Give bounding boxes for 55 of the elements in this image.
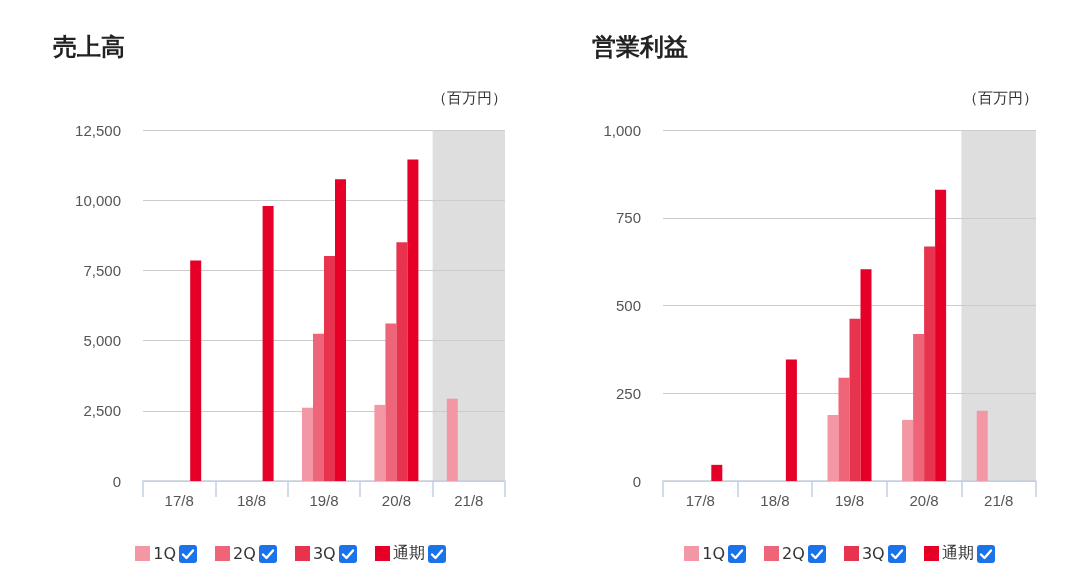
x-tick-label: 18/8 [760,492,790,509]
y-tick-label: 0 [112,472,121,490]
x-tick-label: 19/8 [309,492,339,509]
bar [935,189,947,481]
bar [711,464,723,481]
bar [302,407,313,481]
x-tick-label: 20/8 [909,492,939,509]
bar [924,246,936,481]
y-axis-title: （百万円） [432,89,507,106]
chart-title: 売上高 [53,33,125,61]
bar [838,377,850,481]
bar [313,333,324,481]
bar [190,260,202,481]
legend-label: 2Q [233,544,256,563]
y-tick-label: 2,500 [83,402,121,420]
y-axis-title: （百万円） [963,89,1038,106]
y-tick-label: 250 [615,384,641,402]
x-tick-label: 19/8 [834,492,865,509]
legend-label: 3Q [861,544,885,563]
bar [335,179,346,481]
bar [827,415,839,481]
bar [902,419,914,481]
y-tick-label: 7,500 [83,261,121,279]
x-tick-label: 17/8 [164,492,194,509]
x-tick-label: 21/8 [984,492,1014,509]
y-tick-label: 1,000 [603,121,641,139]
bar [396,242,408,481]
bar [860,269,872,481]
y-tick-label: 750 [615,209,641,227]
y-tick-label: 500 [615,297,641,314]
bar [785,359,797,481]
legend-label: 通期 [941,543,974,564]
x-tick-label: 17/8 [685,492,715,509]
bar [374,404,386,481]
legend-label: 1Q [153,544,177,563]
bar [849,318,861,481]
legend-label: 2Q [782,544,805,563]
bar [324,256,335,481]
bar [262,206,274,481]
y-tick-label: 12,500 [75,121,121,139]
bar [976,410,988,481]
legend-label: 通期 [392,543,425,564]
y-tick-label: 10,000 [75,191,121,209]
y-tick-label: 0 [632,472,641,490]
y-tick-label: 5,000 [83,332,121,350]
chart-title: 営業利益 [592,33,688,61]
bar [913,333,925,481]
bar [446,398,458,481]
x-tick-label: 21/8 [454,492,484,509]
bar [407,159,419,481]
legend-label: 3Q [312,544,336,563]
legend-label: 1Q [702,544,726,563]
x-tick-label: 20/8 [381,492,411,509]
x-tick-label: 18/8 [237,492,267,509]
bar [385,323,397,481]
